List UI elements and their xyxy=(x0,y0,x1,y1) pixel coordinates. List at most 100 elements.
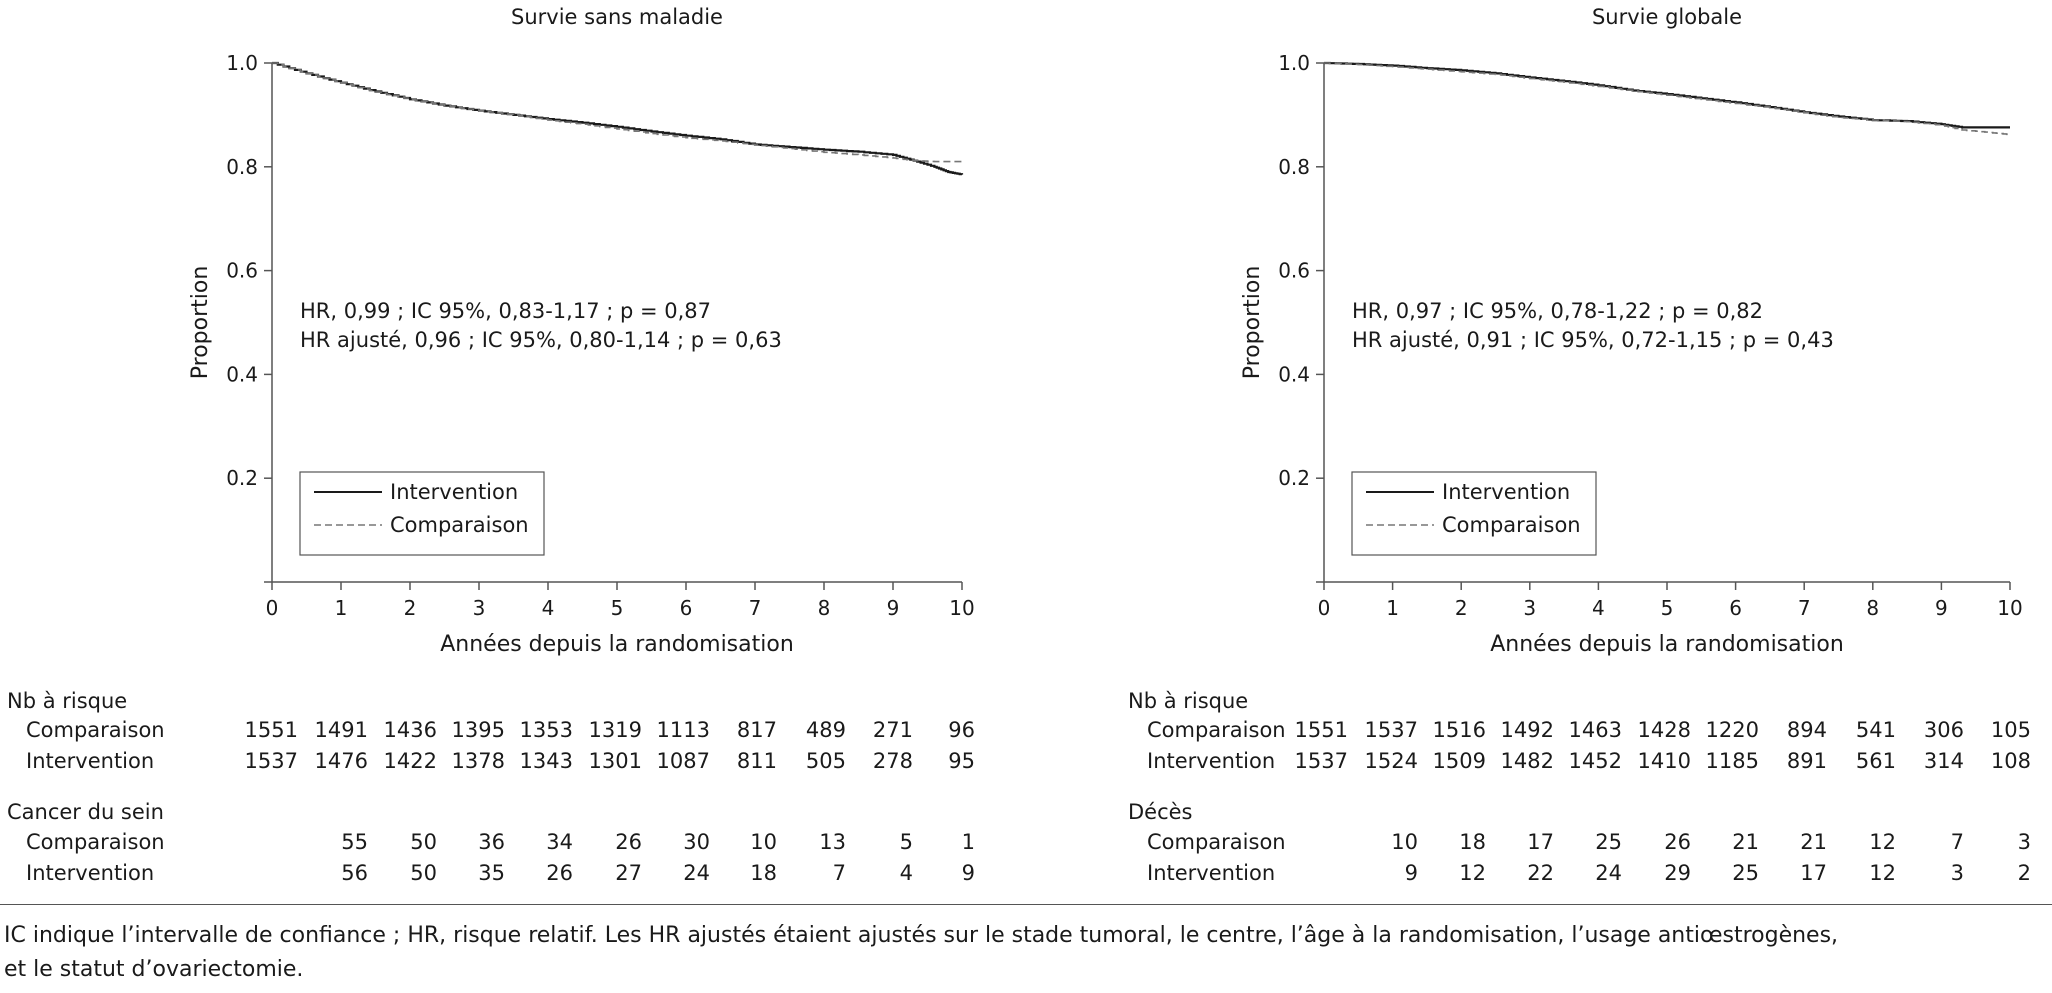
table-cell: 9 xyxy=(961,861,975,885)
table-cell: 56 xyxy=(341,861,368,885)
table-cell: 1537 xyxy=(1294,749,1348,773)
x-tick-label: 3 xyxy=(473,596,486,620)
table-cell: 12 xyxy=(1869,830,1896,854)
table-cell: 1185 xyxy=(1705,749,1759,773)
table-cell: 894 xyxy=(1786,718,1827,742)
table-cell: 105 xyxy=(1990,718,2031,742)
x-tick-label: 5 xyxy=(1661,596,1674,620)
y-tick-label: 0.8 xyxy=(1278,155,1310,179)
survival-curve-comparaison xyxy=(272,62,962,163)
legend-box xyxy=(299,471,545,556)
hr-annotation: HR, 0,97 ; IC 95%, 0,78-1,22 ; p = 0,82 xyxy=(1352,299,1763,323)
table-cell: 30 xyxy=(683,830,710,854)
table-cell: 541 xyxy=(1855,718,1896,742)
x-tick-label: 7 xyxy=(749,596,762,620)
table-cell: 108 xyxy=(1990,749,2031,773)
survival-curve-intervention xyxy=(272,61,964,176)
hr-annotation: HR ajusté, 0,91 ; IC 95%, 0,72-1,15 ; p … xyxy=(1352,328,1834,352)
table-cell: 1537 xyxy=(1364,718,1418,742)
table-cell: 1492 xyxy=(1500,718,1554,742)
x-tick-label: 4 xyxy=(1592,596,1605,620)
x-tick-label: 2 xyxy=(404,596,417,620)
table-cell: 1395 xyxy=(451,718,505,742)
table-cell: 18 xyxy=(1459,830,1486,854)
table-cell: 95 xyxy=(948,749,975,773)
x-tick-label: 0 xyxy=(1318,596,1331,620)
y-tick-label: 1.0 xyxy=(226,51,258,75)
row-label: Intervention xyxy=(1147,749,1276,773)
table-cell: 1301 xyxy=(588,749,642,773)
chart-title: Survie sans maladie xyxy=(511,5,723,29)
table-cell: 50 xyxy=(410,861,437,885)
x-tick-label: 7 xyxy=(1798,596,1811,620)
table-cell: 1463 xyxy=(1568,718,1622,742)
table-cell: 12 xyxy=(1869,861,1896,885)
footnote-line-1: IC indique l’intervalle de confiance ; H… xyxy=(4,923,1839,948)
x-tick-label: 5 xyxy=(611,596,624,620)
table-cell: 10 xyxy=(750,830,777,854)
row-label: Intervention xyxy=(1147,861,1276,885)
hr-annotation: HR, 0,99 ; IC 95%, 0,83-1,17 ; p = 0,87 xyxy=(300,299,711,323)
survival-curve-comparaison xyxy=(1324,62,2011,136)
table-cell: 17 xyxy=(1800,861,1827,885)
footnote-divider xyxy=(0,904,2052,905)
legend-label: Intervention xyxy=(1442,480,1570,504)
x-tick-label: 8 xyxy=(1866,596,1879,620)
table-cell: 1482 xyxy=(1500,749,1554,773)
table-cell: 1428 xyxy=(1637,718,1691,742)
table-cell: 1319 xyxy=(588,718,642,742)
table-cell: 24 xyxy=(683,861,710,885)
table-cell: 22 xyxy=(1527,861,1554,885)
x-axis-label: Années depuis la randomisation xyxy=(1490,632,1844,657)
footnote-line-2: et le statut d’ovariectomie. xyxy=(4,957,304,982)
table-cell: 3 xyxy=(2017,830,2031,854)
table-cell: 278 xyxy=(872,749,913,773)
table-cell: 811 xyxy=(736,749,777,773)
table-cell: 24 xyxy=(1595,861,1622,885)
table-cell: 1113 xyxy=(656,718,710,742)
table-cell: 10 xyxy=(1391,830,1418,854)
x-tick-label: 8 xyxy=(818,596,831,620)
y-tick-label: 1.0 xyxy=(1278,51,1310,75)
y-tick-label: 0.4 xyxy=(1278,362,1310,386)
table-cell: 26 xyxy=(1664,830,1691,854)
chart-title: Survie globale xyxy=(1592,5,1742,29)
table-cell: 55 xyxy=(341,830,368,854)
table-cell: 7 xyxy=(832,861,846,885)
table-cell: 1087 xyxy=(656,749,710,773)
row-label: Comparaison xyxy=(1147,830,1286,854)
x-tick-label: 6 xyxy=(680,596,693,620)
table-cell: 271 xyxy=(872,718,913,742)
table-cell: 21 xyxy=(1732,830,1759,854)
table-cell: 817 xyxy=(736,718,777,742)
table-cell: 1220 xyxy=(1705,718,1759,742)
x-tick-label: 2 xyxy=(1455,596,1468,620)
row-label: Intervention xyxy=(26,861,155,885)
table-header: Décès xyxy=(1128,800,1193,824)
legend-label: Comparaison xyxy=(390,513,529,537)
hr-annotation: HR ajusté, 0,96 ; IC 95%, 0,80-1,14 ; p … xyxy=(300,328,782,352)
table-cell: 891 xyxy=(1786,749,1827,773)
legend-box xyxy=(1351,471,1597,556)
legend-label: Intervention xyxy=(390,480,518,504)
y-tick-label: 0.8 xyxy=(226,155,258,179)
y-tick-label: 0.4 xyxy=(226,362,258,386)
table-cell: 96 xyxy=(948,718,975,742)
table-cell: 306 xyxy=(1923,718,1964,742)
legend-label: Comparaison xyxy=(1442,513,1581,537)
table-cell: 1343 xyxy=(519,749,573,773)
x-tick-label: 0 xyxy=(266,596,279,620)
table-cell: 1422 xyxy=(383,749,437,773)
x-axis-label: Années depuis la randomisation xyxy=(440,632,794,657)
table-cell: 1 xyxy=(961,830,975,854)
x-tick-label: 9 xyxy=(887,596,900,620)
x-tick-label: 10 xyxy=(1997,596,2022,620)
table-cell: 1509 xyxy=(1432,749,1486,773)
y-tick-label: 0.2 xyxy=(226,466,258,490)
row-label: Comparaison xyxy=(1147,718,1286,742)
x-tick-label: 9 xyxy=(1935,596,1948,620)
table-cell: 1353 xyxy=(519,718,573,742)
table-header: Nb à risque xyxy=(7,689,128,713)
table-cell: 1551 xyxy=(244,718,298,742)
x-tick-label: 4 xyxy=(542,596,555,620)
